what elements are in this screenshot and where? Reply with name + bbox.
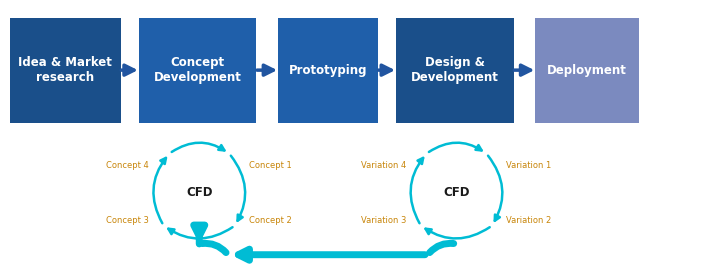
Text: Variation 3: Variation 3 [361, 216, 406, 225]
Text: CFD: CFD [444, 186, 469, 199]
Text: Design &
Development: Design & Development [410, 56, 499, 84]
Text: Concept
Development: Concept Development [153, 56, 241, 84]
Text: Idea & Market
research: Idea & Market research [18, 56, 112, 84]
FancyBboxPatch shape [396, 18, 513, 123]
Text: Variation 4: Variation 4 [361, 161, 406, 170]
FancyBboxPatch shape [138, 18, 256, 123]
Text: Variation 1: Variation 1 [506, 161, 552, 170]
Text: CFD: CFD [186, 186, 212, 199]
Text: Concept 2: Concept 2 [249, 216, 292, 225]
Text: Prototyping: Prototyping [289, 64, 367, 77]
Text: Concept 3: Concept 3 [107, 216, 149, 225]
FancyBboxPatch shape [535, 18, 639, 123]
Text: Deployment: Deployment [547, 64, 627, 77]
Text: Concept 1: Concept 1 [249, 161, 292, 170]
FancyBboxPatch shape [278, 18, 378, 123]
Text: Variation 2: Variation 2 [506, 216, 552, 225]
Text: Concept 4: Concept 4 [107, 161, 149, 170]
FancyBboxPatch shape [10, 18, 121, 123]
